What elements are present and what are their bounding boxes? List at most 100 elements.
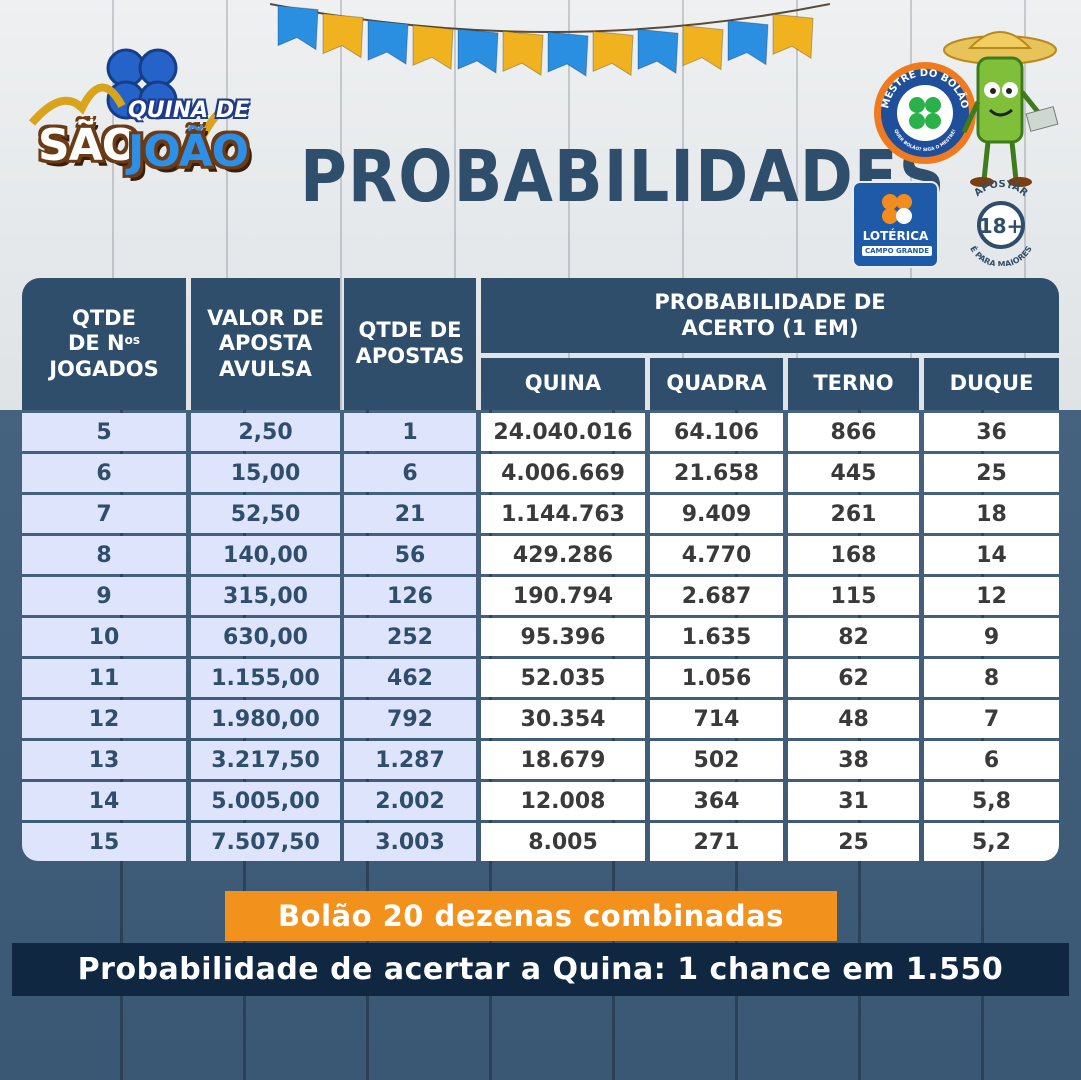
cell-quina: 429.286 [481, 536, 645, 574]
cell-numeros: 10 [22, 618, 186, 656]
cell-terno: 82 [788, 618, 919, 656]
cell-quina: 18.679 [481, 741, 645, 779]
table-row: 8 140,00 56 429.286 4.770 168 14 [22, 536, 1059, 574]
bolao-banner: Bolão 20 dezenas combinadas [225, 891, 837, 941]
cell-apostas: 6 [344, 454, 476, 492]
cell-numeros: 6 [22, 454, 186, 492]
header-apostas-line1: QTDE DE [358, 318, 462, 343]
cell-quina: 95.396 [481, 618, 645, 656]
cell-terno: 31 [788, 782, 919, 820]
cell-quadra: 21.658 [650, 454, 783, 492]
loterica-title: LOTÉRICA [862, 229, 929, 243]
cell-valor: 1.155,00 [191, 659, 340, 697]
cell-quadra: 271 [650, 823, 783, 861]
cell-numeros: 13 [22, 741, 186, 779]
bunting-flag [502, 30, 544, 77]
cell-duque: 5,2 [924, 823, 1059, 861]
cell-duque: 12 [924, 577, 1059, 615]
header-quadra: QUADRA [650, 358, 783, 410]
cell-duque: 7 [924, 700, 1059, 738]
header-valor-aposta: VALOR DE APOSTA AVULSA [191, 278, 340, 410]
table-row: 15 7.507,50 3.003 8.005 271 25 5,2 [22, 823, 1059, 861]
cell-apostas: 462 [344, 659, 476, 697]
cell-quina: 4.006.669 [481, 454, 645, 492]
table-row: 10 630,00 252 95.396 1.635 82 9 [22, 618, 1059, 656]
cell-valor: 5.005,00 [191, 782, 340, 820]
cell-duque: 18 [924, 495, 1059, 533]
page-title: PROBABILIDADES [300, 136, 946, 219]
cell-apostas: 21 [344, 495, 476, 533]
cell-duque: 8 [924, 659, 1059, 697]
cell-quina: 1.144.763 [481, 495, 645, 533]
cell-apostas: 252 [344, 618, 476, 656]
bunting-flag [367, 19, 409, 66]
age-18-plus-badge: APOSTAR 18+ É PARA MAIORES [968, 180, 1034, 266]
cell-quadra: 2.687 [650, 577, 783, 615]
cell-numeros: 12 [22, 700, 186, 738]
cell-quadra: 1.056 [650, 659, 783, 697]
logo-sao-text: SÃO [38, 120, 139, 171]
cell-valor: 52,50 [191, 495, 340, 533]
cell-valor: 140,00 [191, 536, 340, 574]
mascot-icon [943, 31, 1059, 187]
cell-quadra: 9.409 [650, 495, 783, 533]
cell-valor: 315,00 [191, 577, 340, 615]
cell-terno: 48 [788, 700, 919, 738]
table-row: 5 2,50 1 24.040.016 64.106 866 36 [22, 413, 1059, 451]
bunting-flag [547, 31, 589, 77]
header-qtde-line1: QTDE [72, 305, 136, 330]
cell-valor: 3.217,50 [191, 741, 340, 779]
cell-quadra: 364 [650, 782, 783, 820]
cell-quina: 52.035 [481, 659, 645, 697]
cell-quina: 30.354 [481, 700, 645, 738]
cell-quadra: 4.770 [650, 536, 783, 574]
header-probabilidade: PROBABILIDADE DE ACERTO (1 EM) [481, 278, 1059, 353]
quina-de-sao-joao-logo [22, 28, 252, 198]
logo-quina-de-text: QUINA DE [128, 98, 250, 123]
header-qtde-numeros: QTDE DE Nos JOGADOS [22, 278, 186, 410]
header-duque: DUQUE [924, 358, 1059, 410]
cell-quina: 8.005 [481, 823, 645, 861]
loterica-campo-grande-logo: LOTÉRICA CAMPO GRANDE [852, 181, 939, 268]
cell-valor: 630,00 [191, 618, 340, 656]
probabilidade-banner: Probabilidade de acertar a Quina: 1 chan… [12, 943, 1069, 996]
table-row: 13 3.217,50 1.287 18.679 502 38 6 [22, 741, 1059, 779]
cell-valor: 7.507,50 [191, 823, 340, 861]
cell-duque: 25 [924, 454, 1059, 492]
age-badge-number: 18+ [979, 214, 1024, 238]
table-row: 6 15,00 6 4.006.669 21.658 445 25 [22, 454, 1059, 492]
cell-quadra: 502 [650, 741, 783, 779]
bunting-flag [322, 13, 364, 59]
age-badge-top-text: APOSTAR [972, 180, 1030, 199]
cell-numeros: 15 [22, 823, 186, 861]
cell-quadra: 64.106 [650, 413, 783, 451]
header-qtde-line3: JOGADOS [49, 356, 159, 381]
cell-terno: 168 [788, 536, 919, 574]
cell-quadra: 714 [650, 700, 783, 738]
header-quina: QUINA [481, 358, 645, 410]
header-valor-line2: APOSTA [218, 331, 313, 356]
bunting-flag [637, 28, 679, 75]
bunting-flag [457, 28, 499, 74]
cell-apostas: 1 [344, 413, 476, 451]
cell-quadra: 1.635 [650, 618, 783, 656]
cell-numeros: 5 [22, 413, 186, 451]
logo-joao-text: JOÃO [128, 126, 249, 177]
table-row: 7 52,50 21 1.144.763 9.409 261 18 [22, 495, 1059, 533]
cell-terno: 445 [788, 454, 919, 492]
header-valor-line3: AVULSA [219, 356, 312, 381]
cell-valor: 1.980,00 [191, 700, 340, 738]
header-prob-line2: ACERTO (1 EM) [681, 315, 859, 340]
bunting-flag [277, 5, 319, 51]
cell-quina: 12.008 [481, 782, 645, 820]
bunting-flag [592, 30, 634, 77]
bunting-flag [412, 24, 454, 71]
cell-terno: 866 [788, 413, 919, 451]
cell-quina: 190.794 [481, 577, 645, 615]
cell-duque: 14 [924, 536, 1059, 574]
cell-duque: 6 [924, 741, 1059, 779]
cell-terno: 115 [788, 577, 919, 615]
header-prob-line1: PROBABILIDADE DE [654, 289, 886, 314]
cell-duque: 36 [924, 413, 1059, 451]
cell-apostas: 2.002 [344, 782, 476, 820]
